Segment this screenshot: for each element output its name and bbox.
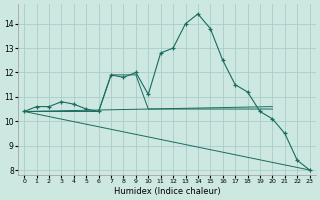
- X-axis label: Humidex (Indice chaleur): Humidex (Indice chaleur): [114, 187, 220, 196]
